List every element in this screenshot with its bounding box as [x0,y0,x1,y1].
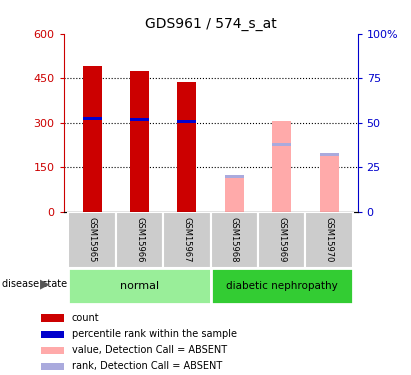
Bar [83,117,102,120]
FancyBboxPatch shape [69,268,211,304]
FancyBboxPatch shape [211,212,258,268]
Text: count: count [72,313,99,323]
FancyBboxPatch shape [211,268,353,304]
Bar [41,314,64,322]
FancyBboxPatch shape [258,212,305,268]
Bar [320,153,339,156]
Title: GDS961 / 574_s_at: GDS961 / 574_s_at [145,17,277,32]
Text: GSM15966: GSM15966 [135,217,144,263]
Bar [178,120,196,123]
FancyBboxPatch shape [163,212,211,268]
Bar [41,363,64,370]
Bar [41,346,64,354]
Text: rank, Detection Call = ABSENT: rank, Detection Call = ABSENT [72,362,222,372]
FancyBboxPatch shape [69,212,116,268]
Bar [178,82,196,212]
Text: GSM15969: GSM15969 [277,217,286,262]
Bar [272,121,291,212]
FancyBboxPatch shape [116,212,163,268]
Text: GSM15967: GSM15967 [182,217,192,263]
Text: value, Detection Call = ABSENT: value, Detection Call = ABSENT [72,345,227,355]
Text: diabetic nephropathy: diabetic nephropathy [226,281,337,291]
Text: GSM15970: GSM15970 [325,217,334,262]
Text: normal: normal [120,281,159,291]
Text: percentile rank within the sample: percentile rank within the sample [72,329,237,339]
FancyBboxPatch shape [305,212,353,268]
Text: GSM15968: GSM15968 [230,217,239,263]
Bar [225,175,244,178]
Bar [130,118,149,121]
Bar [225,176,244,212]
Bar [320,153,339,212]
Bar [272,142,291,146]
Bar [41,331,64,338]
Text: ▶: ▶ [40,278,50,291]
Bar [83,66,102,212]
Text: GSM15965: GSM15965 [88,217,97,262]
Bar [130,71,149,212]
Text: disease state: disease state [2,279,67,289]
